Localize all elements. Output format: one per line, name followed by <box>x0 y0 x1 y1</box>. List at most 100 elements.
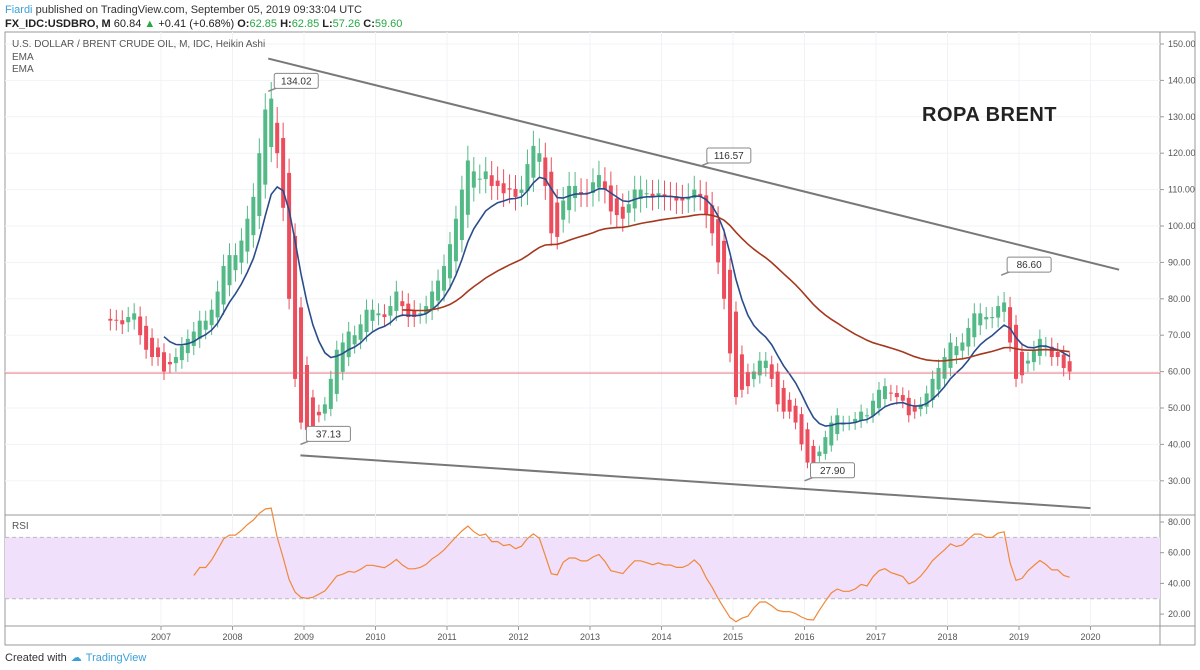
price-tick-label: 130.00 <box>1168 112 1196 122</box>
candle-body <box>781 387 786 412</box>
candle-body <box>531 145 536 178</box>
time-tick-label: 2017 <box>866 632 886 642</box>
candle-body <box>680 198 685 201</box>
candle-body <box>513 188 518 197</box>
price-callout <box>1006 256 1052 273</box>
candle-body <box>644 193 649 195</box>
last-price: 60.84 <box>113 18 142 30</box>
candle-body <box>161 352 166 372</box>
candle-body <box>358 324 363 340</box>
candle-body <box>328 378 333 409</box>
publish-info: Fiardi published on TradingView.com, Sep… <box>5 4 362 16</box>
price-callout-label: 37.13 <box>316 429 341 440</box>
time-tick-label: 2012 <box>508 632 528 642</box>
candle-body <box>549 171 554 234</box>
low-value: 57.26 <box>332 18 361 30</box>
candle-body <box>614 198 619 216</box>
candle-body <box>132 313 137 320</box>
price-callout <box>305 425 351 442</box>
candle-body <box>1019 351 1024 376</box>
price-tick-label: 70.00 <box>1168 330 1191 340</box>
candle-body <box>144 325 149 350</box>
candle-body <box>251 196 256 236</box>
time-tick-label: 2008 <box>222 632 242 642</box>
candle-body <box>465 160 470 215</box>
rsi-tick-label: 40.00 <box>1168 578 1191 588</box>
candle-body <box>763 360 768 369</box>
candle-body <box>1002 302 1007 312</box>
candle-body <box>412 310 417 317</box>
candle-body <box>871 400 876 416</box>
trendline-upper <box>268 57 1120 271</box>
candle-body <box>436 280 441 301</box>
candle-body <box>346 331 351 358</box>
time-tick-label: 2007 <box>151 632 171 642</box>
candle-body <box>876 389 881 409</box>
candle-body <box>334 349 339 394</box>
ema-fast-line <box>163 176 1070 427</box>
price-tick-label: 110.00 <box>1168 185 1195 195</box>
candle-body <box>698 193 703 197</box>
price-callout-label: 116.57 <box>714 151 744 162</box>
candle-body <box>316 411 321 416</box>
candle-body <box>471 171 476 188</box>
candle-body <box>167 361 172 365</box>
time-tick-label: 2010 <box>365 632 385 642</box>
rsi-tick-label: 20.00 <box>1168 609 1191 619</box>
candle-body <box>507 188 512 190</box>
candle-body <box>173 357 178 364</box>
time-tick-label: 2009 <box>294 632 314 642</box>
candle-body <box>805 429 810 463</box>
publish-text: published on TradingView.com, September … <box>35 4 362 16</box>
rsi-legend: RSI <box>12 521 29 532</box>
candle-body <box>775 371 780 405</box>
candle-body <box>638 189 643 200</box>
tradingview-link[interactable]: TradingView <box>85 651 147 664</box>
candle-body <box>233 255 238 271</box>
price-tick-label: 150.00 <box>1168 39 1196 49</box>
candle-body <box>215 291 220 318</box>
open-value: 62.85 <box>249 18 278 30</box>
candle-body <box>459 189 464 240</box>
candle-body <box>656 193 661 196</box>
candle-body <box>1067 361 1072 372</box>
price-change: +0.41 (+0.68%) <box>158 18 235 30</box>
candle-body <box>757 360 762 376</box>
candle-body <box>227 255 232 286</box>
time-tick-label: 2011 <box>437 632 456 642</box>
candle-body <box>1037 338 1042 356</box>
candle-body <box>751 371 756 380</box>
candle-body <box>894 393 899 398</box>
candle-body <box>1049 346 1054 358</box>
candle-body <box>525 164 530 192</box>
candle-body <box>257 153 262 217</box>
footer: Created with ☁ TradingView <box>5 651 147 665</box>
candle-body <box>304 364 309 430</box>
candle-body <box>888 392 893 394</box>
candle-body <box>179 346 184 361</box>
time-tick-label: 2013 <box>580 632 600 642</box>
time-tick-label: 2015 <box>723 632 743 642</box>
created-with: Created with <box>5 651 67 664</box>
candle-body <box>954 346 959 356</box>
candle-body <box>793 405 798 423</box>
candle-body <box>674 196 679 201</box>
author-link[interactable]: Fiardi <box>5 4 33 16</box>
candle-body <box>787 399 792 412</box>
candle-body <box>745 372 750 387</box>
rsi-band <box>5 537 1160 599</box>
low-label: L: <box>322 18 333 30</box>
candle-body <box>483 171 488 180</box>
candle-body <box>561 200 566 220</box>
candle-body <box>829 422 834 446</box>
candle-body <box>608 185 613 212</box>
price-callout <box>810 462 855 479</box>
price-tick-label: 40.00 <box>1168 439 1191 449</box>
candle-body <box>495 180 500 186</box>
candle-body <box>1014 324 1019 379</box>
candle-body <box>579 191 584 194</box>
candle-body <box>245 218 250 252</box>
candle-body <box>811 445 816 467</box>
candle-body <box>209 309 214 326</box>
